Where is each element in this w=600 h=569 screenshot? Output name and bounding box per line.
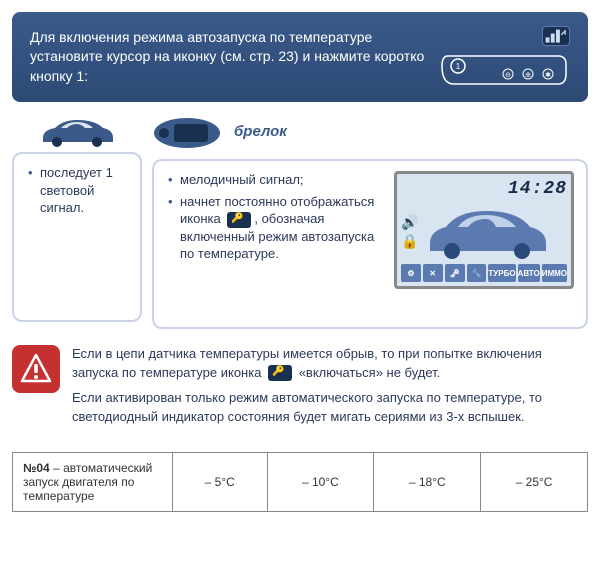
warning-icon xyxy=(12,345,60,393)
svg-text:✱: ✱ xyxy=(545,71,551,79)
speaker-icon: 🔊 xyxy=(401,214,418,231)
table-cell-1: – 10°С xyxy=(267,453,374,512)
lcd-btn-6: ИММО xyxy=(542,264,567,282)
lcd-time: 14:28 xyxy=(508,179,567,199)
svg-text:⊖: ⊖ xyxy=(505,72,511,79)
car-header-icon xyxy=(12,116,142,148)
temperature-table: №04 – автоматический запуск двигателя по… xyxy=(12,452,588,512)
lcd-btn-4: ТУРБО xyxy=(488,264,515,282)
lcd-btn-3: 🔧 xyxy=(467,264,487,282)
lcd-btn-2: 🗝 xyxy=(445,264,465,282)
car-signal-card: последует 1 световой сигнал. xyxy=(12,152,142,322)
key-icon xyxy=(227,212,251,228)
header-text: Для включения режима автозапуска по темп… xyxy=(30,28,428,87)
lcd-status-icons: 🔊 🔒 xyxy=(401,214,418,250)
svg-text:1: 1 xyxy=(456,62,461,71)
header-icons: 1 ⊖ ⊕ ✱ xyxy=(440,26,570,88)
table-row: №04 – автоматический запуск двигателя по… xyxy=(13,453,588,512)
brelok-bullet-1: мелодичный сигнал; xyxy=(166,171,384,189)
lcd-car-graphic xyxy=(422,201,567,264)
instruction-header: Для включения режима автозапуска по темп… xyxy=(12,12,588,102)
remote-header-icon xyxy=(152,116,222,153)
table-cell-3: – 25°С xyxy=(481,453,588,512)
warning-text: Если в цепи датчика температуры имеется … xyxy=(72,345,588,432)
lcd-btn-5: АВТО xyxy=(518,264,540,282)
lcd-screen: 14:28 🔊 🔒 xyxy=(394,171,574,289)
brelok-bullet-2: начнет постоянно отображаться иконка , о… xyxy=(166,193,384,263)
table-label-cell: №04 – автоматический запуск двигателя по… xyxy=(13,453,173,512)
key-icon-inline xyxy=(268,365,292,381)
car-signal-text: последует 1 световой сигнал. xyxy=(26,164,128,217)
brelok-card: мелодичный сигнал; начнет постоянно отоб… xyxy=(152,159,588,329)
lock-icon: 🔒 xyxy=(401,233,418,250)
lcd-btn-1: ✕ xyxy=(423,264,443,282)
table-cell-0: – 5°С xyxy=(173,453,268,512)
lcd-btn-0: ⚙ xyxy=(401,264,421,282)
temp-icon xyxy=(542,26,570,46)
remote-diagram: 1 ⊖ ⊕ ✱ xyxy=(440,52,570,88)
lcd-button-row: ⚙ ✕ 🗝 🔧 ТУРБО АВТО ИММО xyxy=(401,264,567,282)
svg-text:⊕: ⊕ xyxy=(525,72,531,79)
brelok-title: брелок xyxy=(230,123,287,140)
table-cell-2: – 18°С xyxy=(374,453,481,512)
